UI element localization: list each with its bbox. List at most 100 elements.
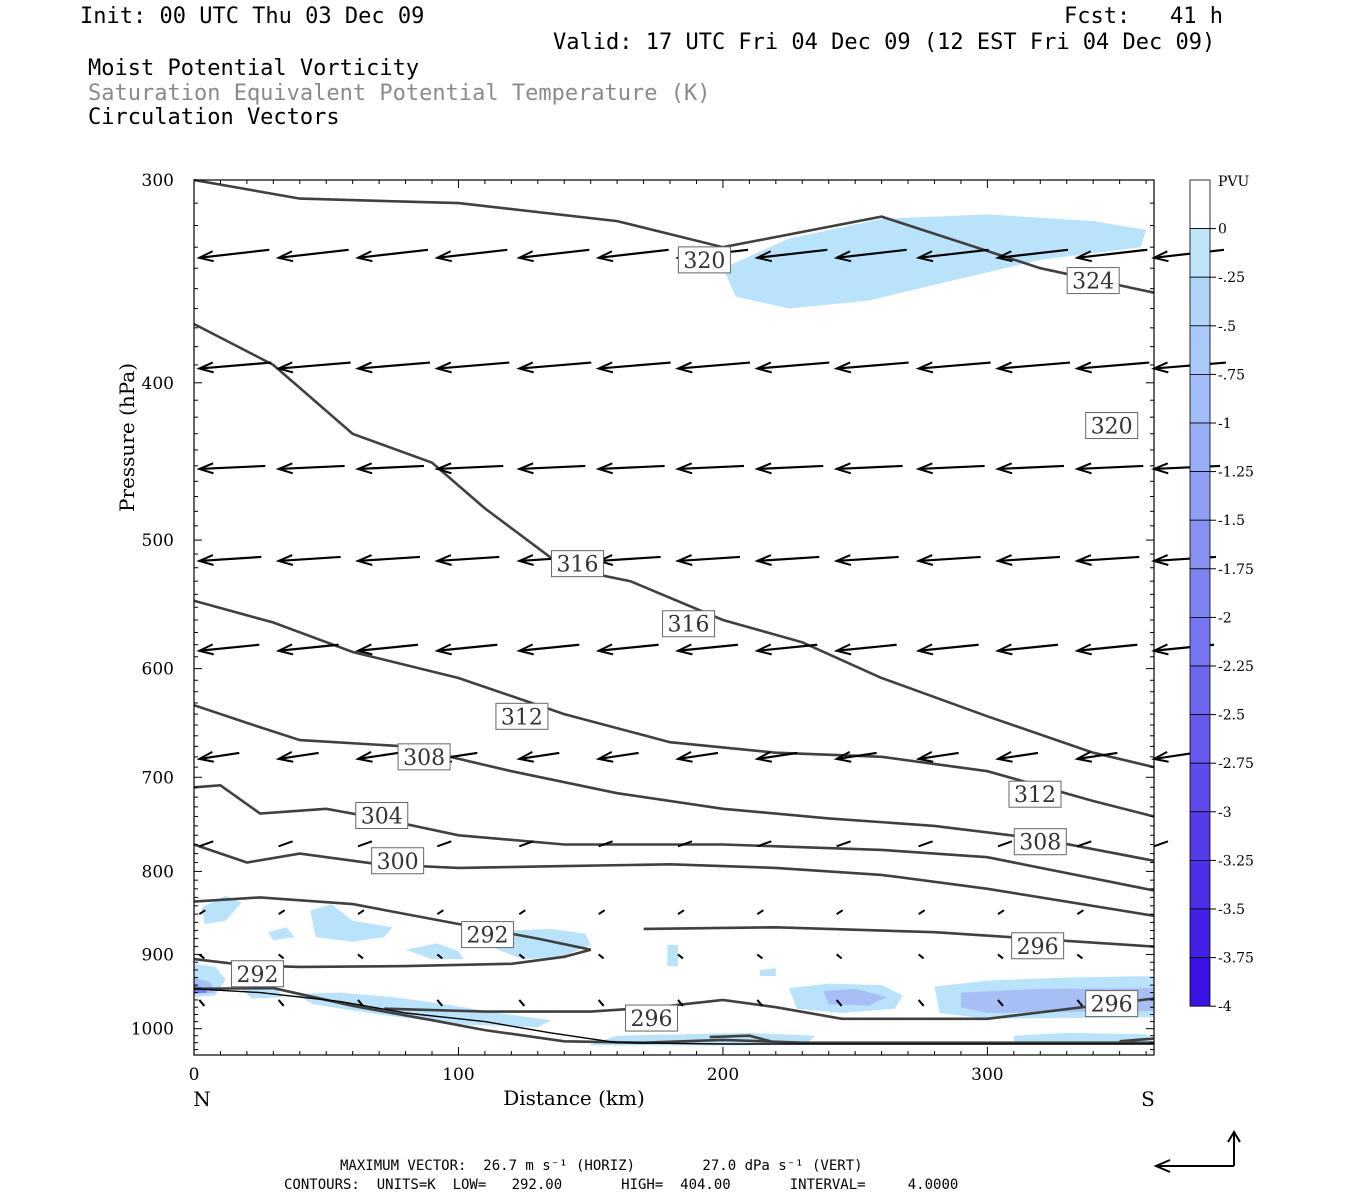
- vector-9-5: [597, 999, 605, 1007]
- mpv-region-3: [310, 904, 393, 942]
- colorbar-label-16: -4: [1218, 999, 1232, 1015]
- contour-label-5: 312: [495, 702, 549, 730]
- vector-0-7: [754, 248, 828, 263]
- vector-8-10: [997, 953, 1004, 960]
- terrain-line: [193, 988, 1154, 1045]
- theta-contour-1: [193, 322, 1155, 769]
- vector-6-10: [997, 840, 1013, 848]
- vector-8-1: [278, 953, 285, 960]
- plot-frame: [193, 179, 1155, 1056]
- max-vector-note: MAXIMUM VECTOR: 26.7 m s⁻¹ (HORIZ) 27.0 …: [340, 1158, 863, 1174]
- vector-5-10: [995, 751, 1039, 763]
- vector-2-11: [1074, 462, 1144, 475]
- vector-8-2: [357, 953, 364, 960]
- vector-2-9: [915, 462, 985, 475]
- colorbar-label-15: -3.75: [1218, 951, 1254, 967]
- theta-contour-3: [193, 703, 1155, 863]
- vector-9-4: [518, 999, 526, 1007]
- colorbar-label-8: -2: [1218, 610, 1232, 626]
- colorbar-swatch-9: [1189, 617, 1211, 667]
- colorbar-swatch-4: [1189, 373, 1211, 424]
- vector-6-3: [436, 840, 452, 848]
- vector-5-2: [355, 751, 399, 763]
- vector-5-5: [595, 751, 639, 763]
- vector-6-2: [357, 840, 373, 848]
- vector-7-1: [278, 909, 286, 915]
- x-tick-label-0: 0: [189, 1065, 200, 1085]
- colorbar-label-1: -.25: [1218, 270, 1245, 286]
- axes-layer: 0 100 200 300 300 400 500 600 700 800 900 1000 Dista…: [115, 171, 1155, 1111]
- field-title-thetaes: Saturation Equivalent Potential Temperat…: [88, 81, 711, 106]
- vector-1-8: [833, 361, 909, 374]
- y-tick-label-600: 600: [142, 660, 174, 680]
- vector-1-11: [1074, 361, 1150, 374]
- vector-9-2: [357, 999, 364, 1007]
- vector-4-2: [355, 643, 419, 656]
- vector-1-4: [516, 361, 592, 374]
- vector-0-3: [434, 248, 508, 263]
- vector-3-1: [275, 554, 341, 566]
- vector-8-6: [677, 953, 684, 960]
- vector-4-4: [516, 643, 580, 656]
- colorbar-label-5: -1.25: [1218, 465, 1254, 481]
- colorbar-swatch-2: [1189, 276, 1211, 327]
- vector-9-7: [756, 999, 764, 1007]
- colorbar-label-4: -1: [1218, 416, 1232, 432]
- vector-3-11: [1074, 554, 1140, 566]
- vector-2-3: [434, 462, 504, 475]
- svg-text:296: 296: [1017, 935, 1059, 960]
- vector-9-0: [198, 999, 206, 1007]
- forecast-hour: Fcst: 41 h: [1064, 4, 1223, 29]
- vector-1-6: [675, 361, 751, 374]
- y-tick-label-700: 700: [142, 768, 174, 788]
- north-end-label: N: [193, 1087, 211, 1111]
- colorbar-swatch-3: [1189, 325, 1211, 375]
- contour-label-15: 296: [1085, 990, 1139, 1018]
- colorbar-label-0: 0: [1218, 222, 1227, 238]
- contour-label-9: 304: [355, 801, 409, 829]
- theta-contour-4: [193, 783, 1155, 892]
- vector-8-4: [518, 953, 525, 960]
- colorbar: 0 -.25 -.5 -.75 -1 -1.25 -1.5 -1.75 -2 -2.25 -2.5 -…: [1189, 174, 1254, 1015]
- vector-3-6: [674, 554, 741, 566]
- vector-9-10: [997, 999, 1004, 1007]
- x-tick-label-200: 200: [707, 1065, 739, 1085]
- vector-8-5: [598, 953, 605, 960]
- y-tick-label-800: 800: [142, 862, 174, 882]
- vector-7-0: [198, 909, 206, 915]
- vector-1-5: [595, 361, 671, 374]
- vector-7-3: [436, 909, 444, 915]
- vector-4-8: [833, 643, 897, 656]
- reference-vector-icon: [1153, 1130, 1241, 1173]
- colorbar-label-7: -1.75: [1218, 562, 1254, 578]
- vector-0-4: [516, 248, 590, 263]
- vector-6-7: [756, 840, 772, 848]
- init-time: Init: 00 UTC Thu 03 Dec 09: [80, 4, 425, 29]
- mpv-region-7: [760, 968, 776, 976]
- vector-3-2: [354, 554, 421, 566]
- colorbar-label-6: -1.5: [1218, 513, 1245, 529]
- colorbar-title: PVU: [1218, 174, 1250, 190]
- vector-7-2: [357, 909, 365, 915]
- vector-7-4: [518, 909, 526, 915]
- vector-4-9: [915, 643, 979, 656]
- mpv-region-1: [201, 895, 242, 924]
- mpv-region-6: [667, 945, 678, 967]
- colorbar-swatch-7: [1189, 519, 1211, 570]
- svg-text:308: 308: [403, 746, 445, 771]
- colorbar-swatch-14: [1189, 860, 1211, 910]
- vector-8-0: [198, 953, 205, 960]
- mpv-region-14: [1013, 1032, 1154, 1044]
- vector-7-9: [918, 909, 926, 915]
- vector-1-1: [275, 361, 351, 374]
- vector-7-8: [836, 909, 844, 915]
- vector-5-1: [275, 751, 319, 763]
- contour-label-3: 316: [550, 550, 604, 578]
- colorbar-swatch-6: [1189, 471, 1211, 521]
- y-tick-label-300: 300: [142, 171, 174, 191]
- vector-5-0: [196, 751, 240, 763]
- vector-6-6: [677, 840, 693, 848]
- svg-text:316: 316: [556, 553, 598, 578]
- vector-4-11: [1074, 643, 1138, 656]
- contour-label-10: 300: [371, 847, 425, 875]
